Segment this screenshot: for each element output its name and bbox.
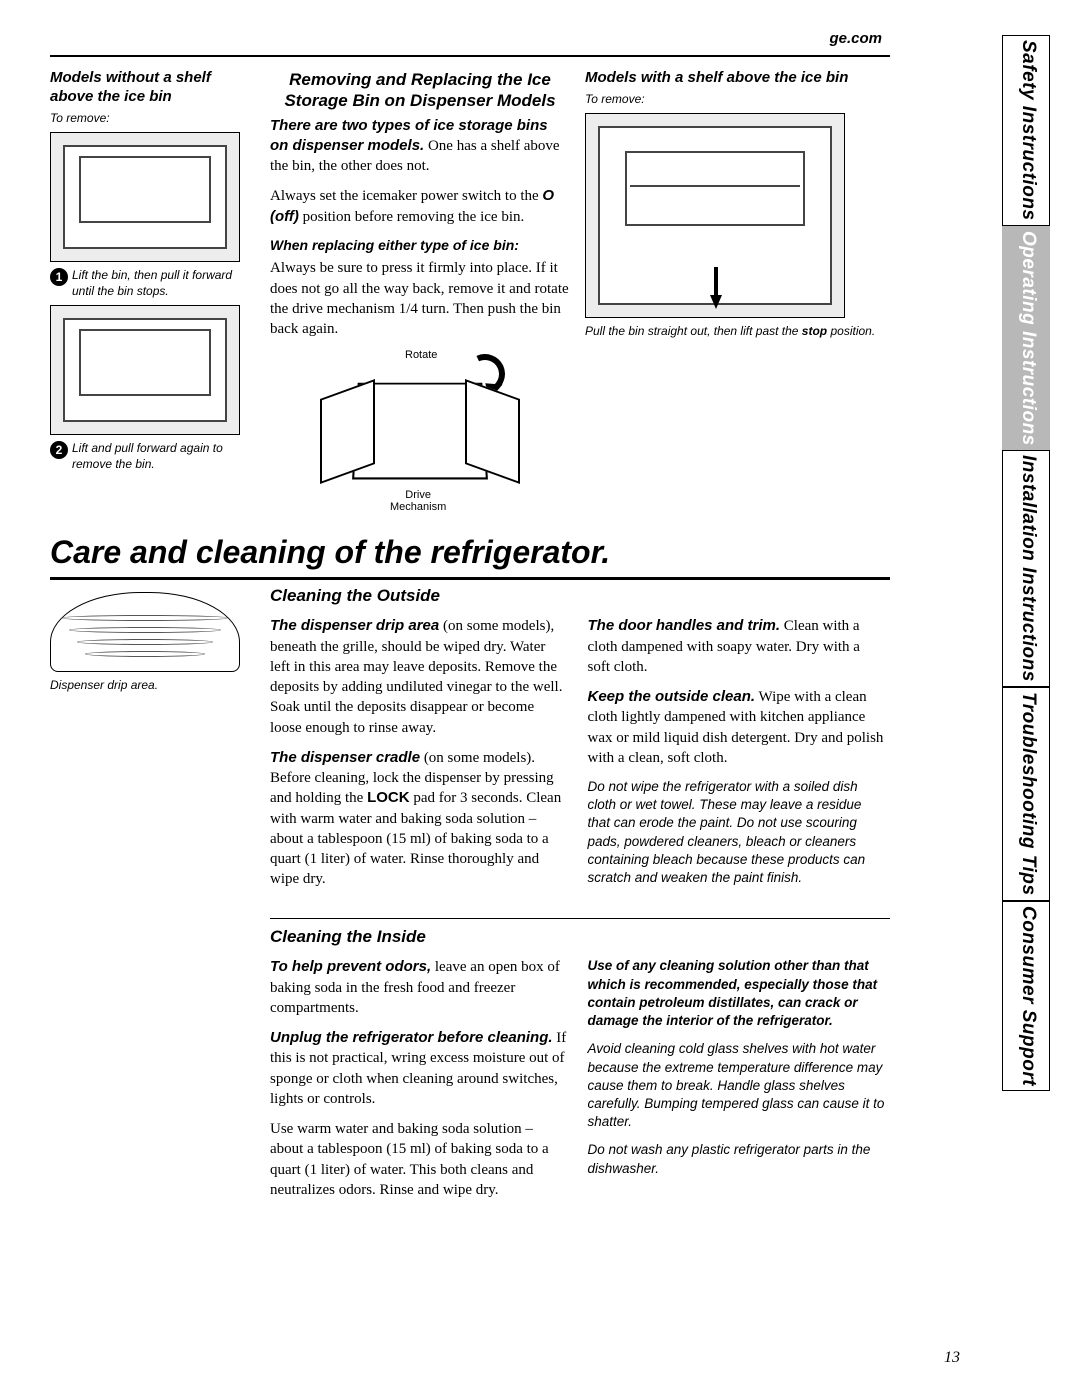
drive-label: DriveMechanism [390, 489, 446, 513]
tab-consumer[interactable]: Consumer Support [1002, 901, 1050, 1091]
mid-p3: Always be sure to press it firmly into p… [270, 258, 570, 339]
site-link[interactable]: ge.com [50, 30, 890, 47]
inside-two-col: To help prevent odors, leave an open box… [270, 957, 885, 1200]
mid-p2: Always set the icemaker power switch to … [270, 186, 570, 227]
inside-p5-italic: Avoid cleaning cold glass shelves with h… [588, 1040, 886, 1131]
left-toremove: To remove: [50, 111, 255, 127]
outside-text-col: Cleaning the Outside The dispenser drip … [270, 586, 885, 898]
inside-heading: Cleaning the Inside [270, 927, 885, 947]
inside-text-col: Cleaning the Inside To help prevent odor… [270, 927, 885, 1200]
left-heading: Models without a shelf above the ice bin [50, 69, 255, 107]
inside-p2: Unplug the refrigerator before cleaning.… [270, 1028, 568, 1109]
fig-rotate-mechanism: Rotate DriveMechanism [310, 349, 530, 509]
fig-lift-bin-2 [50, 305, 240, 435]
mid-p1: There are two types of ice storage bins … [270, 116, 570, 177]
inside-p6-italic: Do not wash any plastic refrigerator par… [588, 1141, 886, 1177]
inside-p1: To help prevent odors, leave an open box… [270, 957, 568, 1018]
section-cleaning-inside: Cleaning the Inside To help prevent odor… [50, 927, 890, 1200]
side-tabs: Safety Instructions Operating Instructio… [1002, 35, 1050, 1091]
outside-figure-col: Dispenser drip area. [50, 586, 255, 898]
inside-spacer [50, 927, 255, 1200]
drip-caption: Dispenser drip area. [50, 678, 255, 694]
tab-installation[interactable]: Installation Instructions [1002, 450, 1050, 687]
step-1-badge: 1 [50, 268, 68, 286]
fig-lift-bin-1 [50, 132, 240, 262]
page-title: Care and cleaning of the refrigerator. [50, 534, 890, 571]
outside-p1: The dispenser drip area (on some models)… [270, 616, 568, 738]
right-caption: Pull the bin straight out, then lift pas… [585, 324, 885, 340]
col-models-with-shelf: Models with a shelf above the ice bin To… [585, 69, 885, 509]
inside-p3: Use warm water and baking soda solution … [270, 1119, 568, 1200]
right-heading: Models with a shelf above the ice bin [585, 69, 885, 88]
inside-p4-bold-italic: Use of any cleaning solution other than … [588, 957, 886, 1030]
page-number: 13 [944, 1349, 960, 1367]
step-2-badge: 2 [50, 441, 68, 459]
outside-two-col: The dispenser drip area (on some models)… [270, 616, 885, 898]
right-toremove: To remove: [585, 92, 885, 108]
caption-1-text: Lift the bin, then pull it forward until… [72, 268, 255, 299]
fig-shelf-model [585, 113, 845, 318]
caption-1: 1 Lift the bin, then pull it forward unt… [50, 268, 255, 299]
section-cleaning-outside: Dispenser drip area. Cleaning the Outsid… [50, 586, 890, 898]
col-mid-instructions: Removing and Replacing the Ice Storage B… [270, 69, 570, 509]
mid-p3-head: When replacing either type of ice bin: [270, 237, 570, 255]
mid-rule [270, 918, 890, 919]
outside-p5-italic: Do not wipe the refrigerator with a soil… [588, 778, 886, 887]
mid-title: Removing and Replacing the Ice Storage B… [270, 69, 570, 112]
tab-troubleshooting[interactable]: Troubleshooting Tips [1002, 687, 1050, 901]
caption-2: 2 Lift and pull forward again to remove … [50, 441, 255, 472]
outside-p4: Keep the outside clean. Wipe with a clea… [588, 687, 886, 768]
tab-safety[interactable]: Safety Instructions [1002, 35, 1050, 226]
outside-p2: The dispenser cradle (on some models). B… [270, 748, 568, 890]
caption-2-text: Lift and pull forward again to remove th… [72, 441, 255, 472]
section-ice-bin: Models without a shelf above the ice bin… [50, 55, 890, 509]
tab-operating[interactable]: Operating Instructions [1002, 226, 1050, 451]
fig-drip-area [50, 592, 240, 672]
outside-heading: Cleaning the Outside [270, 586, 885, 606]
outside-p3: The door handles and trim. Clean with a … [588, 616, 886, 677]
rotate-label: Rotate [405, 349, 437, 361]
col-models-without-shelf: Models without a shelf above the ice bin… [50, 69, 255, 509]
title-rule [50, 577, 890, 580]
page-content: ge.com Models without a shelf above the … [50, 30, 890, 1200]
